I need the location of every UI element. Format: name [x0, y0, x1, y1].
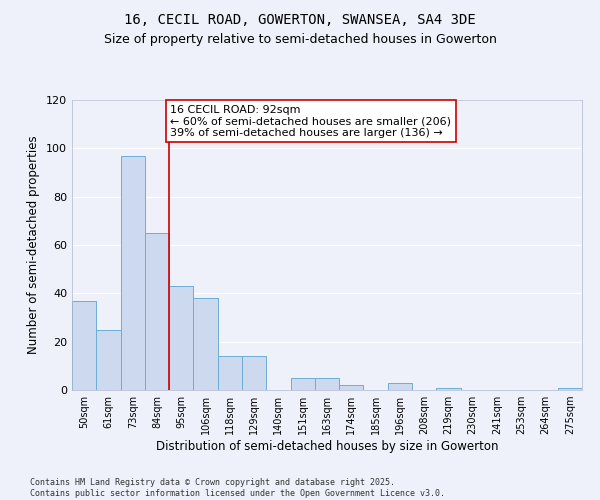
Bar [339, 385, 364, 390]
Bar [290, 378, 315, 390]
Bar [315, 378, 339, 390]
Bar [121, 156, 145, 390]
Bar [436, 388, 461, 390]
Bar [96, 330, 121, 390]
Bar [218, 356, 242, 390]
Bar [388, 383, 412, 390]
Bar [169, 286, 193, 390]
Text: 16 CECIL ROAD: 92sqm
← 60% of semi-detached houses are smaller (206)
39% of semi: 16 CECIL ROAD: 92sqm ← 60% of semi-detac… [170, 105, 451, 138]
Bar [242, 356, 266, 390]
Text: 16, CECIL ROAD, GOWERTON, SWANSEA, SA4 3DE: 16, CECIL ROAD, GOWERTON, SWANSEA, SA4 3… [124, 12, 476, 26]
Text: Size of property relative to semi-detached houses in Gowerton: Size of property relative to semi-detach… [104, 32, 496, 46]
Bar [558, 388, 582, 390]
X-axis label: Distribution of semi-detached houses by size in Gowerton: Distribution of semi-detached houses by … [156, 440, 498, 453]
Text: Contains HM Land Registry data © Crown copyright and database right 2025.
Contai: Contains HM Land Registry data © Crown c… [30, 478, 445, 498]
Bar [145, 233, 169, 390]
Bar [193, 298, 218, 390]
Bar [72, 300, 96, 390]
Y-axis label: Number of semi-detached properties: Number of semi-detached properties [28, 136, 40, 354]
